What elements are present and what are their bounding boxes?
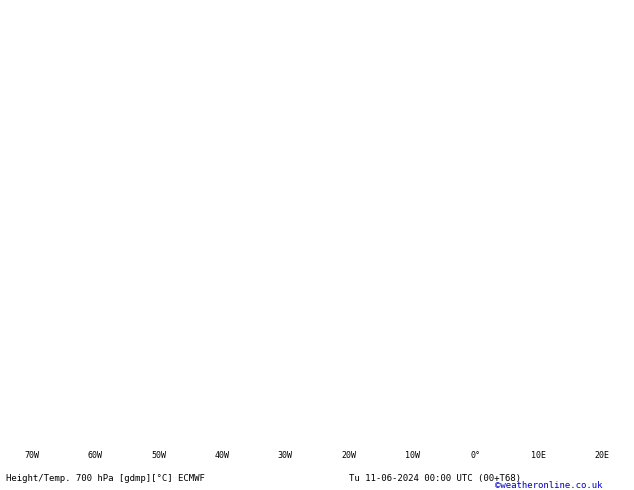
Text: 60W: 60W (87, 451, 103, 460)
Text: 20E: 20E (595, 451, 610, 460)
Text: 40W: 40W (214, 451, 230, 460)
Text: 20W: 20W (341, 451, 356, 460)
Text: ©weatheronline.co.uk: ©weatheronline.co.uk (495, 481, 602, 490)
Text: 0°: 0° (470, 451, 481, 460)
Text: 70W: 70W (24, 451, 39, 460)
Text: 10E: 10E (531, 451, 547, 460)
Text: Tu 11-06-2024 00:00 UTC (00+T68): Tu 11-06-2024 00:00 UTC (00+T68) (349, 474, 521, 483)
Text: 50W: 50W (151, 451, 166, 460)
Text: 10W: 10W (404, 451, 420, 460)
Text: Height/Temp. 700 hPa [gdmp][°C] ECMWF: Height/Temp. 700 hPa [gdmp][°C] ECMWF (6, 474, 205, 483)
Text: 30W: 30W (278, 451, 293, 460)
